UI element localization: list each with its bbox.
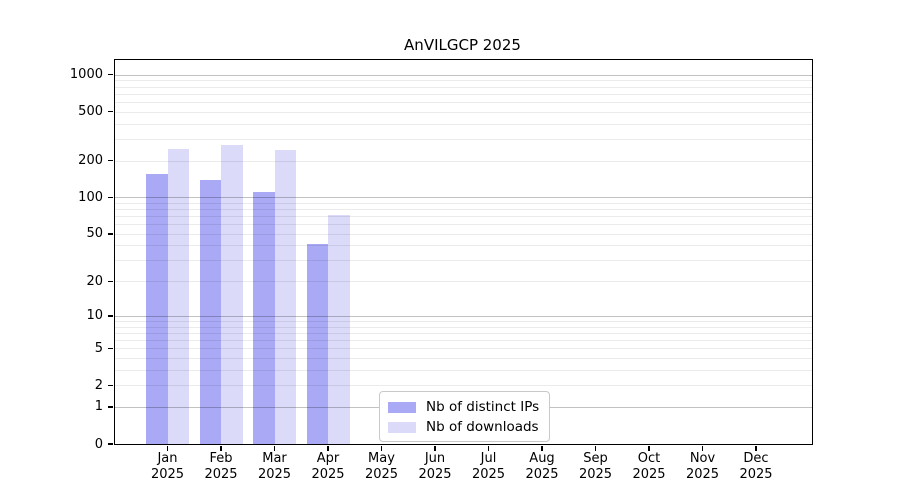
minor-gridline-200 bbox=[115, 160, 812, 162]
minor-gridline-30 bbox=[115, 260, 812, 262]
x-tick-label-sep: Sep 2025 bbox=[578, 451, 613, 482]
plot-area: Nb of distinct IPs Nb of downloads 0 1 2 5 1… bbox=[70, 59, 813, 482]
y-tick-label-0: 0 bbox=[94, 436, 103, 452]
legend-item-downloads: Nb of downloads bbox=[388, 419, 539, 435]
y-tick-1 bbox=[108, 406, 113, 408]
minor-gridline-70 bbox=[115, 216, 812, 218]
y-tick-label-100: 100 bbox=[78, 189, 103, 205]
minor-gridline-8 bbox=[115, 326, 812, 328]
y-tick-100 bbox=[108, 196, 113, 198]
x-tick-label-oct: Oct 2025 bbox=[632, 451, 666, 482]
major-gridline-10 bbox=[115, 315, 812, 317]
y-tick-200 bbox=[108, 159, 113, 162]
x-tick-label-jun: Jun 2025 bbox=[418, 451, 452, 482]
x-tick-jun bbox=[434, 446, 436, 451]
y-tick-10 bbox=[108, 315, 113, 317]
y-tick-2 bbox=[108, 384, 113, 386]
minor-gridline-6 bbox=[115, 339, 812, 341]
minor-gridline-400 bbox=[115, 123, 812, 125]
y-tick-500 bbox=[108, 111, 113, 113]
y-tick-label-500: 500 bbox=[78, 104, 103, 120]
minor-gridline-500 bbox=[115, 111, 812, 113]
y-tick-label-1: 1 bbox=[94, 399, 103, 415]
x-tick-dec bbox=[755, 446, 757, 451]
y-tick-label-20: 20 bbox=[86, 273, 103, 289]
minor-gridline-50 bbox=[115, 233, 812, 235]
x-tick-label-dec: Dec 2025 bbox=[739, 451, 773, 482]
minor-gridline-60 bbox=[115, 224, 812, 226]
bar-downloads-feb bbox=[221, 145, 243, 444]
y-tick-1000 bbox=[108, 74, 113, 76]
x-tick-oct bbox=[648, 446, 650, 451]
x-tick-feb bbox=[220, 446, 222, 451]
x-tick-label-jul: Jul 2025 bbox=[471, 451, 506, 482]
legend-label-distinct-ips: Nb of distinct IPs bbox=[426, 399, 540, 415]
bar-downloads-apr bbox=[328, 214, 350, 444]
minor-gridline-90 bbox=[115, 202, 812, 204]
x-tick-jan bbox=[166, 446, 169, 451]
y-tick-label-1000: 1000 bbox=[69, 67, 103, 83]
minor-gridline-800 bbox=[115, 86, 812, 88]
legend-swatch-distinct-ips bbox=[388, 401, 416, 413]
y-tick-50 bbox=[108, 233, 113, 235]
bar-downloads-jan bbox=[167, 148, 189, 444]
x-tick-label-apr: Apr 2025 bbox=[311, 451, 345, 482]
legend-swatch-downloads bbox=[388, 421, 416, 433]
legend: Nb of distinct IPs Nb of downloads bbox=[379, 391, 551, 442]
x-tick-label-jan: Jan 2025 bbox=[150, 451, 185, 482]
minor-gridline-40 bbox=[115, 245, 812, 247]
minor-gridline-80 bbox=[115, 209, 812, 211]
bar-distinct-ips-jan bbox=[146, 174, 168, 444]
y-tick-label-5: 5 bbox=[94, 340, 103, 356]
minor-gridline-9 bbox=[115, 320, 812, 322]
x-tick-aug bbox=[541, 446, 543, 451]
y-tick-label-10: 10 bbox=[86, 308, 103, 324]
major-gridline-1000 bbox=[115, 74, 812, 76]
minor-gridline-5 bbox=[115, 348, 812, 350]
major-gridline-100 bbox=[115, 197, 812, 199]
minor-gridline-20 bbox=[115, 281, 812, 283]
minor-gridline-300 bbox=[115, 138, 812, 140]
y-tick-label-2: 2 bbox=[94, 377, 103, 393]
bar-distinct-ips-apr bbox=[306, 244, 328, 444]
chart-title: AnVILGCP 2025 bbox=[404, 36, 521, 54]
x-tick-sep bbox=[594, 446, 597, 451]
y-tick-20 bbox=[108, 280, 113, 282]
minor-gridline-3 bbox=[115, 369, 812, 371]
y-tick-label-200: 200 bbox=[78, 153, 103, 169]
bar-distinct-ips-feb bbox=[199, 180, 221, 444]
bar-distinct-ips-mar bbox=[253, 191, 275, 444]
x-tick-label-feb: Feb 2025 bbox=[204, 451, 238, 482]
minor-gridline-4 bbox=[115, 357, 812, 359]
minor-gridline-2 bbox=[115, 385, 812, 387]
bar-downloads-mar bbox=[274, 149, 296, 444]
x-tick-jul bbox=[487, 446, 490, 451]
x-tick-nov bbox=[701, 446, 704, 451]
x-tick-mar bbox=[273, 446, 276, 451]
legend-item-distinct-ips: Nb of distinct IPs bbox=[388, 399, 539, 415]
y-tick-label-50: 50 bbox=[86, 226, 103, 242]
minor-gridline-700 bbox=[115, 93, 812, 95]
x-tick-may bbox=[380, 446, 383, 451]
y-tick-5 bbox=[108, 347, 113, 349]
minor-gridline-900 bbox=[115, 80, 812, 82]
minor-gridline-7 bbox=[115, 332, 812, 334]
y-tick-0 bbox=[108, 443, 113, 445]
legend-label-downloads: Nb of downloads bbox=[426, 419, 539, 435]
x-tick-label-aug: Aug 2025 bbox=[525, 451, 559, 482]
minor-gridline-600 bbox=[115, 101, 812, 103]
x-tick-label-mar: Mar 2025 bbox=[257, 451, 292, 482]
x-tick-label-may: May 2025 bbox=[364, 451, 399, 482]
x-tick-apr bbox=[327, 446, 329, 451]
x-tick-label-nov: Nov 2025 bbox=[685, 451, 720, 482]
